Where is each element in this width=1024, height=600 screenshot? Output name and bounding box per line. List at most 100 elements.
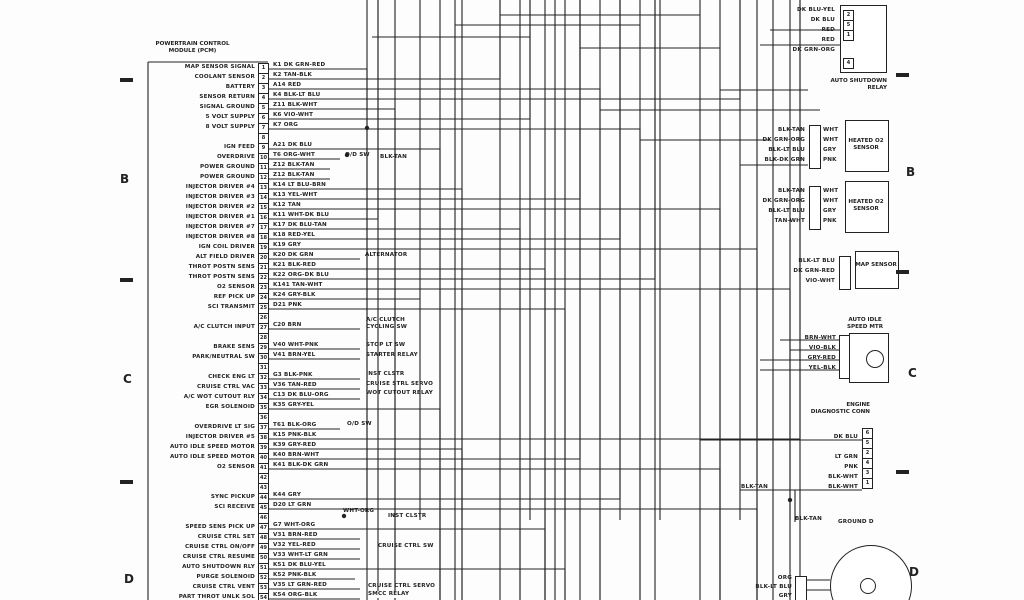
- sensor-wire-label: BLK-TAN: [778, 127, 805, 133]
- pin-label: INJECTOR DRIVER #1: [185, 214, 255, 220]
- pin-label: CRUISE CTRL VAC: [197, 384, 255, 390]
- connector: [795, 576, 807, 600]
- sensor-caption: HEATED O2 SENSOR: [848, 138, 884, 151]
- pin-label: BRAKE SENS: [213, 344, 255, 350]
- pin-label: CRUISE CTRL ON/OFF: [184, 544, 255, 550]
- pin-label: BATTERY: [225, 84, 255, 90]
- dest-inst-clstr: INST CLSTR: [366, 371, 405, 377]
- wire-label: V32 YEL-RED: [273, 542, 316, 548]
- pin-label: AUTO SHUTDOWN RLY: [182, 564, 255, 570]
- wire-label: K21 BLK-RED: [273, 262, 317, 268]
- pin-label: COOLANT SENSOR: [194, 74, 255, 80]
- sensor-pin-color: WHT: [823, 188, 839, 194]
- distributor-rotor: [860, 578, 876, 594]
- dest-inst-wire: WHT-ORG: [343, 508, 375, 514]
- wire-label: K6 VIO-WHT: [273, 112, 314, 118]
- iac-wire-label: GRY-RED: [807, 355, 836, 361]
- iac-motor-symbol: [866, 350, 884, 368]
- pin-label: AUTO IDLE SPEED MOTOR: [169, 454, 255, 460]
- pin-label: OVERDRIVE: [216, 154, 255, 160]
- sensor-wire-label: BLK-TAN: [778, 188, 805, 194]
- wire-label: K39 GRY-RED: [273, 442, 317, 448]
- wire-label: T6 ORG-WHT: [273, 152, 316, 158]
- zone-marker: [896, 73, 909, 77]
- pin-label: INJECTOR DRIVER #7: [185, 224, 255, 230]
- dest-alternator: ALTERNATOR: [365, 252, 408, 258]
- pin-label: PARK/NEUTRAL SW: [192, 354, 255, 360]
- sensor-wire-label: BLK-LT BLU: [768, 147, 805, 153]
- sensor-pin-color: WHT: [823, 127, 839, 133]
- zone-marker: [120, 278, 133, 282]
- pin-label: SENSOR RETURN: [199, 94, 255, 100]
- pin-label: SCI TRANSMIT: [207, 304, 255, 310]
- iac-wire-label: VIO-BLK: [808, 345, 836, 351]
- pin-label: OVERDRIVE LT SIG: [194, 424, 255, 430]
- sensor-pin-color: PNK: [823, 157, 837, 163]
- pin-label: CHECK ENG LT: [208, 374, 255, 380]
- ground-label: GROUND D: [838, 519, 874, 525]
- wire-label: K4 BLK-LT BLU: [273, 92, 321, 98]
- connector: [809, 125, 821, 169]
- pin-label: 8 VOLT SUPPLY: [205, 124, 255, 130]
- pin-label: POWER GROUND: [199, 174, 255, 180]
- wire-label: C20 BRN: [273, 322, 302, 328]
- pin-label: PURGE SOLENOID: [196, 574, 255, 580]
- pin-label: SYNC PICKUP: [210, 494, 255, 500]
- asd-pin: 4: [843, 58, 854, 69]
- wire-label: C13 DK BLU-ORG: [273, 392, 329, 398]
- zone-b-left: B: [120, 172, 130, 186]
- sensor-wire-label: DK GRN-ORG: [762, 198, 805, 204]
- wire-label: K22 ORG-DK BLU: [273, 272, 329, 278]
- sensor-box: [855, 251, 899, 289]
- pin-label: REF PICK UP: [213, 294, 255, 300]
- wire-label: K19 GRY: [273, 242, 302, 248]
- distributor-wire-label: ORG: [777, 575, 792, 581]
- zone-marker: [120, 480, 133, 484]
- pin-label: INJECTOR DRIVER #5: [185, 434, 255, 440]
- diag-tan-wire: BLK-TAN: [741, 484, 768, 490]
- pin-label: POWER GROUND: [199, 164, 255, 170]
- wire-label: K17 DK BLU-TAN: [273, 222, 327, 228]
- wire-label: K15 PNK-BLK: [273, 432, 317, 438]
- pin-label: THROT POSTN SENS: [188, 264, 255, 270]
- pin-label: A/C CLUTCH INPUT: [193, 324, 255, 330]
- wire-label: Z12 BLK-TAN: [273, 172, 315, 178]
- diag-wire-label: PNK: [844, 464, 858, 470]
- wire-label: A14 RED: [273, 82, 302, 88]
- dest-cruise-servo-2: CRUISE CTRL SERVO: [368, 583, 436, 589]
- sensor-pin-color: PNK: [823, 218, 837, 224]
- sensor-wire-label: BLK-DK GRN: [764, 157, 805, 163]
- pin-label: IGN FEED: [223, 144, 255, 150]
- asd-wire-label: DK GRN-ORG: [792, 47, 835, 53]
- dest-od-wire: BLK-TAN: [380, 154, 407, 160]
- wire-label: K54 ORG-BLK: [273, 592, 318, 598]
- zone-marker: [896, 270, 909, 274]
- sensor-caption: MAP SENSOR: [855, 262, 897, 268]
- diag-wire-label: LT GRN: [834, 454, 858, 460]
- pin-label: ALT FIELD DRIVER: [195, 254, 255, 260]
- asd-wire-label: RED: [821, 37, 835, 43]
- splice-dot: [787, 497, 793, 503]
- connector: [809, 186, 821, 230]
- wire-label: G3 BLK-PNK: [273, 372, 313, 378]
- wire-label: V41 BRN-YEL: [273, 352, 316, 358]
- wire-label: K20 DK GRN: [273, 252, 314, 258]
- dest-wot-relay: WOT CUTOUT RELAY: [366, 390, 433, 396]
- pin-label: THROT POSTN SENS: [188, 274, 255, 280]
- pcm-title: POWERTRAIN CONTROL MODULE (PCM): [155, 41, 230, 54]
- wire-label: V40 WHT-PNK: [273, 342, 319, 348]
- zone-marker: [896, 470, 909, 474]
- wire-label: A21 DK BLU: [273, 142, 313, 148]
- sensor-caption: HEATED O2 SENSOR: [848, 199, 884, 212]
- wire-label: K24 GRY-BLK: [273, 292, 316, 298]
- wire-label: K52 PNK-BLK: [273, 572, 317, 578]
- pin-label: IGN COIL DRIVER: [198, 244, 255, 250]
- pin-label: SCI RECEIVE: [214, 504, 255, 510]
- sensor-wire-label: BLK-LT BLU: [798, 258, 835, 264]
- wire-label: K40 BRN-WHT: [273, 452, 320, 458]
- distributor-wire-label: BLK-LT BLU: [755, 584, 792, 590]
- connector: [839, 256, 851, 290]
- pin-label: CRUISE CTRL VENT: [192, 584, 255, 590]
- pin-label: AUTO IDLE SPEED MOTOR: [169, 444, 255, 450]
